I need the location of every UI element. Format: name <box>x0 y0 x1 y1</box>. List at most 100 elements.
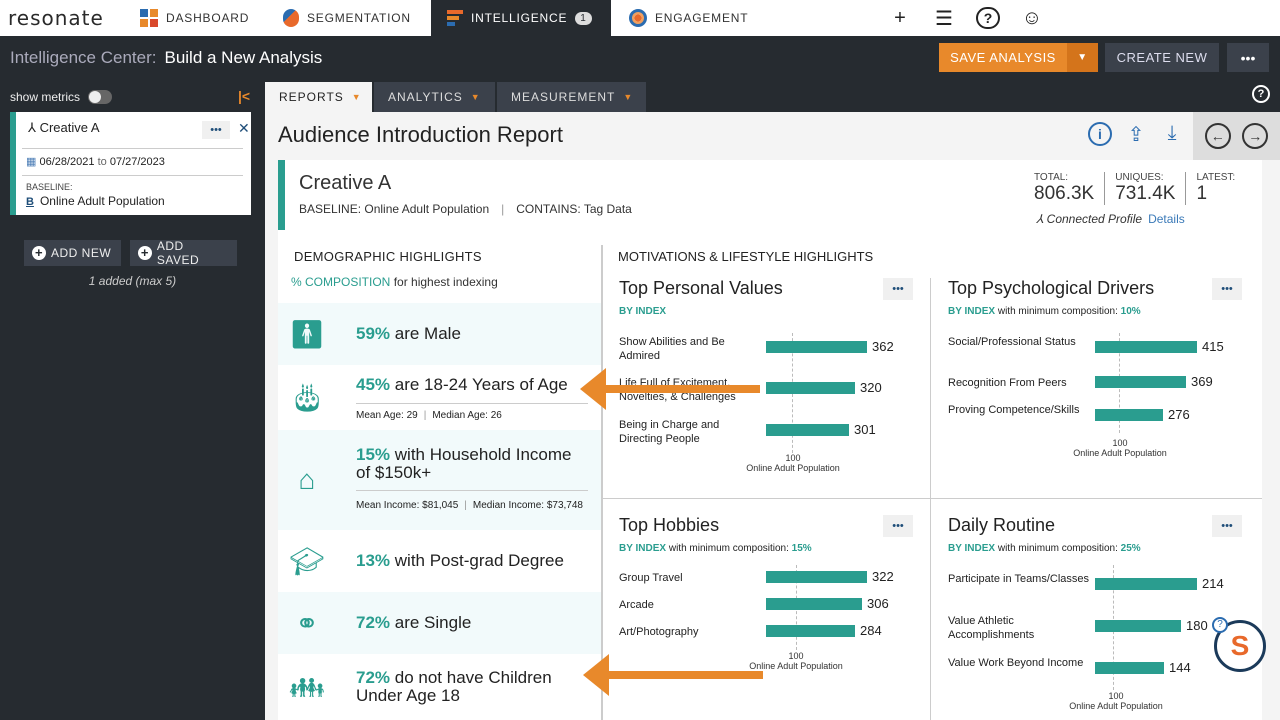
profile-avatar-icon[interactable]: ☺ <box>1021 6 1043 29</box>
panel-title: Top Personal Values <box>619 278 783 298</box>
panel-title: Top Hobbies <box>619 515 720 535</box>
save-label: SAVE ANALYSIS <box>950 50 1056 65</box>
add-icon[interactable]: + <box>894 6 906 29</box>
tab-label: DASHBOARD <box>166 11 250 25</box>
bar-row: Proving Competence/Skills 276 <box>948 404 1190 422</box>
family-icon: 👪︎ <box>289 671 325 703</box>
list-icon[interactable]: ☰ <box>935 7 953 30</box>
panel-options-button[interactable]: ••• <box>883 278 913 300</box>
baseline-axis-label: 100 Online Adult Population <box>746 453 840 473</box>
birthday-cake-icon: 🎂︎ <box>289 382 325 413</box>
demographic-subheading: % COMPOSITION for highest indexing <box>291 275 498 289</box>
panel-options-button[interactable]: ••• <box>1212 515 1242 537</box>
sidebar: show metrics |< ⅄ Creative A ••• ✕ ▦ 06/… <box>0 80 265 720</box>
intelligence-bars-icon <box>447 10 463 26</box>
divider <box>22 175 243 176</box>
baseline-axis-label: 100 Online Adult Population <box>1069 691 1163 711</box>
tab-analytics[interactable]: ANALYTICS ▼ <box>374 82 495 112</box>
breadcrumb[interactable]: Intelligence Center: <box>10 48 157 67</box>
panel-subtitle: BY INDEX with minimum composition: 15% <box>619 543 812 554</box>
rings-icon: ⚭ <box>295 607 319 639</box>
collapse-sidebar-icon[interactable]: |< <box>238 88 251 104</box>
motivations-heading: MOTIVATIONS & LIFESTYLE HIGHLIGHTS <box>618 249 874 264</box>
report-title: Audience Introduction Report <box>278 122 563 147</box>
graduation-cap-icon: 🎓︎ <box>289 545 325 577</box>
dashboard-grid-icon <box>140 9 158 27</box>
bar-row: Participate in Teams/Classes 214 <box>948 573 1224 591</box>
show-metrics-toggle[interactable] <box>88 90 113 104</box>
panel-daily-routine: Daily Routine ••• BY INDEX with minimum … <box>930 515 1258 720</box>
bar-row: Social/Professional Status 415 <box>948 336 1224 354</box>
audience-meta: BASELINE: Online Adult Population | CONTAI… <box>299 202 632 216</box>
baseline-value: B Online Adult Population <box>26 194 165 208</box>
baseline-b-icon: B <box>26 196 34 208</box>
show-metrics-label: show metrics <box>10 90 81 104</box>
panel-top-hobbies: Top Hobbies ••• BY INDEX with minimum co… <box>601 515 929 720</box>
demo-row: 👪︎ 72% do not have Children Under Age 18 <box>278 654 601 720</box>
top-nav: resonate DASHBOARD SEGMENTATION INTELLIG… <box>0 0 1280 36</box>
report-nav: ← → <box>1193 112 1280 160</box>
resonate-logo[interactable]: resonate <box>8 6 104 30</box>
bar-row: Group Travel 322 <box>619 569 894 584</box>
panel-subtitle: BY INDEX with minimum composition: 10% <box>948 306 1141 317</box>
save-dropdown-chevron-icon[interactable]: ▼ <box>1067 43 1098 72</box>
page-title: Build a New Analysis <box>164 48 323 67</box>
close-icon[interactable]: ✕ <box>238 120 250 136</box>
panel-subtitle: BY INDEX <box>619 306 667 317</box>
audience-options-button[interactable]: ••• <box>202 121 230 139</box>
plus-circle-icon: + <box>138 246 152 260</box>
audience-card[interactable]: ⅄ Creative A ••• ✕ ▦ 06/28/2021 to 07/27… <box>10 112 251 215</box>
add-saved-button[interactable]: + ADD SAVED <box>130 239 237 267</box>
demo-row: ⚭ 72% are Single <box>278 592 601 654</box>
chat-help-icon[interactable]: ? <box>1212 617 1228 633</box>
stat-uniques: UNIQUES: 731.4K <box>1104 172 1185 205</box>
segmentation-icon <box>283 9 299 27</box>
demo-row: 🎓︎ 13% with Post-grad Degree <box>278 530 601 592</box>
tab-dashboard[interactable]: DASHBOARD <box>128 0 271 36</box>
baseline-label: BASELINE: <box>26 182 73 192</box>
panel-options-button[interactable]: ••• <box>1212 278 1242 300</box>
download-icon[interactable]: ⤓ <box>1167 122 1177 144</box>
audience-name: ⅄ Creative A <box>28 120 100 135</box>
annotation-arrow <box>580 368 760 410</box>
next-arrow-icon[interactable]: → <box>1242 123 1269 149</box>
share-upload-icon[interactable]: ⇪ <box>1127 124 1145 146</box>
add-new-button[interactable]: + ADD NEW <box>24 240 121 266</box>
tab-measurement[interactable]: MEASUREMENT ▼ <box>497 82 646 112</box>
panel-options-button[interactable]: ••• <box>883 515 913 537</box>
caret-down-icon: ▼ <box>351 92 362 102</box>
bar-row: Value Work Beyond Income 144 <box>948 657 1191 675</box>
tab-reports[interactable]: REPORTS ▼ <box>265 82 372 112</box>
demographic-heading: DEMOGRAPHIC HIGHLIGHTS <box>294 249 482 264</box>
panel-top-psychological-drivers: Top Psychological Drivers ••• BY INDEX w… <box>930 278 1258 498</box>
bar-row: Show Abilities and Be Admired 362 <box>619 336 894 362</box>
help-icon[interactable]: ? <box>1252 85 1270 103</box>
connected-profile: ⅄ Connected Profile Details <box>1036 212 1185 226</box>
save-analysis-button[interactable]: SAVE ANALYSIS ▼ <box>939 43 1098 72</box>
bar-row: Art/Photography 284 <box>619 623 882 638</box>
caret-down-icon: ▼ <box>623 92 634 102</box>
tab-segmentation[interactable]: SEGMENTATION <box>271 0 431 36</box>
more-options-button[interactable]: ••• <box>1227 43 1269 72</box>
bar-row: Life Full of Excitement, Novelties, & Ch… <box>619 377 882 403</box>
tab-intelligence[interactable]: INTELLIGENCE 1 <box>431 0 611 36</box>
panel-top-personal-values: Top Personal Values ••• BY INDEX Show Ab… <box>601 278 929 498</box>
demo-row: 🚹︎ 59% are Male <box>278 303 601 365</box>
plus-circle-icon: + <box>32 246 46 260</box>
tab-label: SEGMENTATION <box>307 11 411 25</box>
create-new-button[interactable]: CREATE NEW <box>1105 43 1219 72</box>
previous-arrow-icon[interactable]: ← <box>1204 123 1231 149</box>
report-tabs: REPORTS ▼ ANALYTICS ▼ MEASUREMENT ▼ ? <box>265 80 1280 112</box>
help-icon[interactable]: ? <box>976 7 1000 29</box>
baseline-axis-label: 100 Online Adult Population <box>749 651 843 671</box>
date-range[interactable]: ▦ 06/28/2021 to 07/27/2023 <box>26 156 165 168</box>
caret-down-icon: ▼ <box>470 92 481 102</box>
panel-title: Daily Routine <box>948 515 1056 535</box>
info-icon[interactable]: i <box>1088 122 1112 146</box>
details-link[interactable]: Details <box>1148 212 1185 226</box>
tab-engagement[interactable]: ENGAGEMENT <box>611 0 760 36</box>
baseline-axis-label: 100 Online Adult Population <box>1073 438 1167 458</box>
calendar-icon: ▦ <box>26 156 40 168</box>
report-content: Creative A BASELINE: Online Adult Popula… <box>278 160 1262 720</box>
audience-stats: TOTAL: 806.3K UNIQUES: 731.4K LATEST: 1 <box>1034 172 1245 205</box>
